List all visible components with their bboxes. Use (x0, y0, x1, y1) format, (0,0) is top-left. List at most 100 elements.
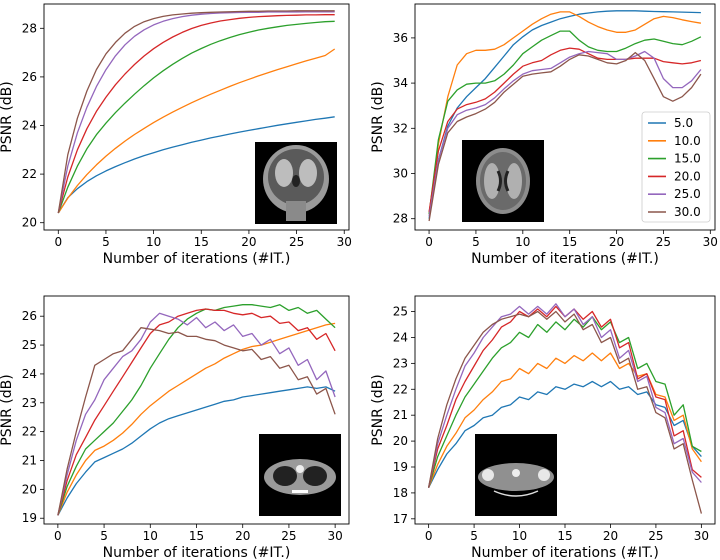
y-axis-label: PSNR (dB) (0, 374, 15, 445)
x-tick-label: 0 (425, 235, 433, 249)
x-axis-label: Number of iterations (#IT.) (471, 251, 659, 267)
series-line-25.0 (57, 312, 336, 516)
y-tick-label: 20 (22, 482, 37, 496)
series-line-10.0 (57, 322, 336, 516)
series-line-25.0 (428, 50, 702, 217)
x-tick-label: 30 (703, 235, 718, 249)
inset-white-matter-left (275, 159, 293, 187)
x-tick-label: 20 (609, 235, 624, 249)
series-line-10.0 (427, 352, 702, 488)
x-tick-label: 0 (54, 529, 62, 543)
y-axis-label: PSNR (dB) (370, 81, 386, 152)
series-line-30.0 (57, 327, 336, 516)
x-tick-label: 30 (327, 529, 342, 543)
inset-ventricles (496, 170, 510, 192)
y-tick-label: 34 (393, 76, 408, 90)
y-tick-label: 25 (393, 305, 408, 319)
x-tick-label: 30 (694, 529, 709, 543)
y-axis-label: PSNR (dB) (370, 374, 386, 445)
x-tick-label: 0 (425, 529, 433, 543)
x-tick-label: 10 (143, 529, 158, 543)
series-line-30.0 (427, 310, 703, 514)
inset-shoulder-left (482, 469, 494, 481)
x-tick-label: 5 (472, 235, 480, 249)
y-tick-label: 17 (393, 512, 408, 526)
inset-table (493, 490, 539, 497)
x-tick-label: 5 (102, 235, 110, 249)
inset-shoulder-right (538, 469, 550, 481)
x-tick-label: 25 (656, 235, 671, 249)
series-line-15.0 (427, 316, 702, 488)
plot-frame (43, 295, 350, 525)
y-tick-label: 20 (393, 434, 408, 448)
inset-table (292, 490, 308, 493)
x-tick-label: 10 (515, 235, 530, 249)
x-tick-label: 5 (100, 529, 108, 543)
x-tick-label: 15 (189, 529, 204, 543)
legend-label-5.0: 5.0 (674, 116, 693, 130)
series-line-5.0 (57, 386, 336, 516)
series-line-15.0 (428, 30, 702, 215)
y-tick-label: 28 (393, 212, 408, 226)
series-line-20.0 (57, 308, 336, 516)
inset-brainstem (286, 201, 306, 221)
y-tick-label: 18 (393, 486, 408, 500)
x-tick-label: 15 (557, 529, 572, 543)
y-tick-label: 26 (22, 309, 37, 323)
x-tick-label: 20 (603, 529, 618, 543)
y-tick-label: 24 (22, 367, 37, 381)
series-line-20.0 (427, 305, 702, 488)
plot-frame (43, 3, 350, 231)
y-tick-label: 24 (393, 330, 408, 344)
y-tick-label: 21 (393, 408, 408, 422)
inset-vertebra (512, 469, 520, 477)
x-tick-label: 10 (146, 235, 161, 249)
inset-white-matter-left (484, 163, 500, 199)
x-tick-label: 20 (241, 235, 256, 249)
legend-label-15.0: 15.0 (674, 152, 701, 166)
y-tick-label: 30 (393, 167, 408, 181)
series-line-5.0 (57, 116, 335, 214)
series-line-20.0 (57, 14, 335, 214)
x-tick-label: 10 (512, 529, 527, 543)
chart-panel-bottom-left: 0 5 10 15 20 25 30 19 20 21 22 23 24 25 26 Number of it… (0, 295, 350, 560)
series-line-10.0 (428, 11, 702, 215)
x-axis-label: Number of iterations (#IT.) (471, 545, 659, 560)
series-line-30.0 (428, 51, 702, 222)
inset-lung-right (303, 466, 327, 486)
x-tick-label: 15 (194, 235, 209, 249)
inset-ventricle (292, 175, 300, 187)
x-axis-label: Number of iterations (#IT.) (103, 251, 291, 267)
x-tick-label: 20 (235, 529, 250, 543)
series-line-15.0 (57, 20, 335, 214)
y-tick-label: 24 (22, 119, 37, 133)
y-tick-label: 21 (22, 454, 37, 468)
chart-panel-top-left: 0 5 10 15 20 25 30 20 22 24 26 28 Number of iteratio… (0, 3, 352, 267)
series-line-15.0 (57, 304, 336, 516)
x-tick-label: 15 (562, 235, 577, 249)
series-line-5.0 (428, 380, 702, 488)
y-tick-label: 23 (22, 396, 37, 410)
x-tick-label: 30 (337, 235, 352, 249)
y-tick-label: 36 (393, 31, 408, 45)
legend-label-20.0: 20.0 (674, 169, 701, 183)
series-line-30.0 (57, 10, 335, 214)
x-axis-label: Number of iterations (#IT.) (103, 545, 291, 560)
x-tick-label: 5 (470, 529, 478, 543)
y-tick-label: 22 (22, 167, 37, 181)
plot-frame (414, 3, 716, 231)
inset-white-matter-right (506, 163, 522, 199)
y-tick-label: 32 (393, 121, 408, 135)
x-tick-label: 25 (281, 529, 296, 543)
legend-label-25.0: 25.0 (674, 187, 701, 201)
series-line-10.0 (57, 48, 336, 214)
y-tick-label: 23 (393, 356, 408, 370)
inset-vertebra (296, 465, 304, 473)
series-line-20.0 (428, 47, 702, 212)
x-tick-label: 0 (54, 235, 62, 249)
y-tick-label: 26 (22, 70, 37, 84)
x-tick-label: 25 (289, 235, 304, 249)
y-tick-label: 20 (22, 216, 37, 230)
plot-frame (414, 295, 716, 525)
